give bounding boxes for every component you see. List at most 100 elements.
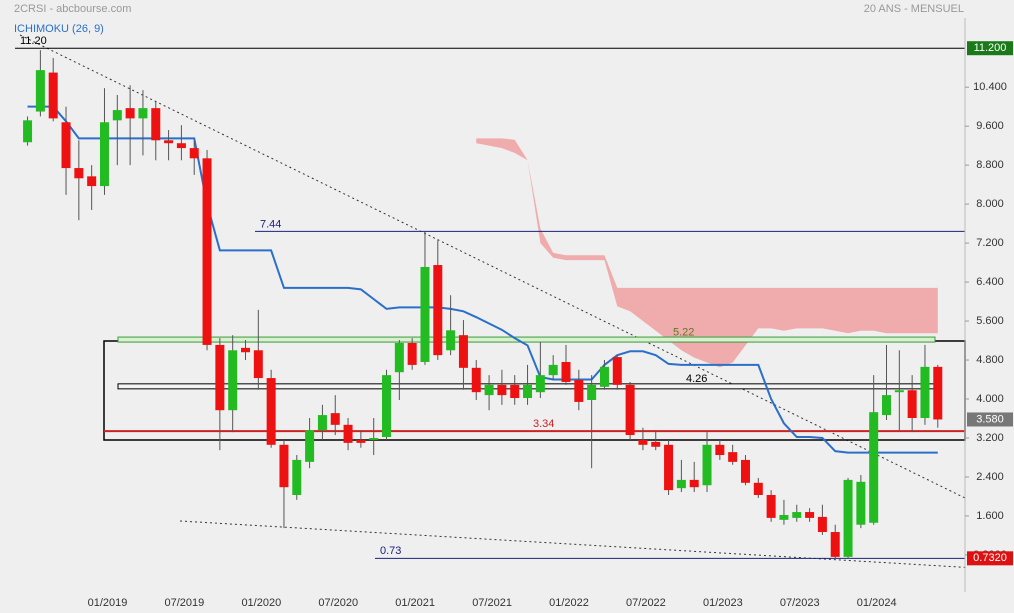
candle-body [561, 361, 571, 382]
x-tick-label: 01/2024 [857, 597, 897, 609]
level-label: 5.22 [673, 326, 694, 338]
y-tick-label: 4.000 [976, 393, 1004, 405]
candle-body [87, 176, 97, 187]
x-tick-label: 07/2022 [626, 597, 666, 609]
candle-body [369, 437, 379, 440]
candle-body [933, 366, 943, 420]
y-tick-label: 5.600 [976, 315, 1004, 327]
level-label: 7.44 [260, 218, 281, 230]
x-tick-label: 01/2021 [395, 597, 435, 609]
x-tick-label: 07/2020 [318, 597, 358, 609]
candle-body [574, 380, 584, 402]
candle-body [753, 482, 763, 495]
chart-subtitle: 20 ANS - MENSUEL [864, 3, 964, 15]
y-tick-label: 8.800 [976, 159, 1004, 171]
candle-body [151, 108, 161, 141]
candle-body [702, 444, 712, 486]
indicator-label: ICHIMOKU (26, 9) [14, 23, 104, 35]
candle-body [920, 366, 930, 419]
candle-body [612, 357, 622, 385]
candle-body [548, 364, 558, 376]
x-tick-label: 07/2019 [165, 597, 205, 609]
y-tick-label: 6.400 [976, 276, 1004, 288]
candle-body [292, 459, 302, 495]
x-tick-label: 07/2021 [472, 597, 512, 609]
candle-body [535, 375, 545, 393]
candle-body [843, 479, 853, 557]
candle-body [266, 378, 276, 445]
y-tick-label: 3.200 [976, 432, 1004, 444]
price-badge-label: 3.580 [976, 413, 1004, 425]
x-tick-label: 01/2020 [241, 597, 281, 609]
candle-body [253, 350, 263, 379]
candle-body [458, 335, 468, 368]
candle-body [625, 384, 635, 436]
y-tick-label: 4.800 [976, 354, 1004, 366]
x-tick-label: 01/2022 [549, 597, 589, 609]
candle-body [882, 395, 892, 416]
candle-body [228, 350, 238, 411]
level-badge-label: 0.7320 [973, 552, 1007, 564]
candle-body [61, 122, 71, 169]
price-badge [967, 412, 1013, 427]
candle-body [420, 266, 430, 362]
candle-body [894, 390, 904, 393]
y-tick-label: 2.400 [976, 471, 1004, 483]
candle-body [638, 439, 648, 445]
candle-body [676, 479, 686, 489]
level-band [117, 336, 936, 343]
candle-body [792, 512, 802, 518]
ichimoku-cloud [476, 138, 938, 368]
kijun-line [27, 105, 938, 454]
candle-body [74, 168, 84, 179]
candle-body [356, 439, 366, 443]
candle-body [407, 342, 417, 365]
candle-body [138, 108, 148, 119]
candle-body [651, 441, 661, 447]
candle-body [471, 367, 481, 393]
candle-body [740, 459, 750, 483]
candle-body [497, 384, 507, 396]
x-tick-label: 01/2023 [703, 597, 743, 609]
candle-body [48, 72, 58, 119]
candle-body [99, 122, 109, 187]
candle-body [510, 384, 520, 399]
candle-body [330, 413, 340, 425]
candle-body [215, 344, 225, 411]
level-label: 0.73 [380, 545, 401, 557]
candle-body [446, 330, 456, 351]
candle-body [856, 481, 866, 525]
candle-body [164, 140, 174, 144]
candle-body [664, 444, 674, 491]
candle-body [189, 148, 199, 159]
level-badge-label: 11.200 [974, 42, 1007, 54]
candle-body [23, 120, 33, 143]
y-tick-label: 7.200 [976, 237, 1004, 249]
candle-body [35, 70, 45, 112]
candle-body [715, 444, 725, 456]
y-tick-label: 1.600 [976, 510, 1004, 522]
candle-body [176, 143, 186, 149]
candle-body [766, 494, 776, 518]
candle-body [907, 390, 917, 419]
level-label: 11.20 [20, 35, 47, 47]
candle-body [869, 412, 879, 523]
trend-line [19, 34, 966, 499]
candle-body [112, 110, 122, 121]
candle-body [817, 516, 827, 533]
candle-body [305, 430, 315, 462]
plot-area [15, 34, 966, 568]
candle-body [599, 366, 609, 387]
candle-body [317, 415, 327, 431]
candle-body [779, 514, 789, 520]
candle-body [343, 424, 353, 443]
candle-body [433, 265, 443, 356]
x-tick-label: 07/2023 [780, 597, 820, 609]
level-badge [967, 41, 1013, 56]
candle-body [805, 512, 815, 518]
y-tick-label: 8.000 [976, 198, 1004, 210]
candle-body [587, 384, 597, 400]
candle-body [202, 158, 212, 345]
x-tick-label: 01/2019 [88, 597, 128, 609]
